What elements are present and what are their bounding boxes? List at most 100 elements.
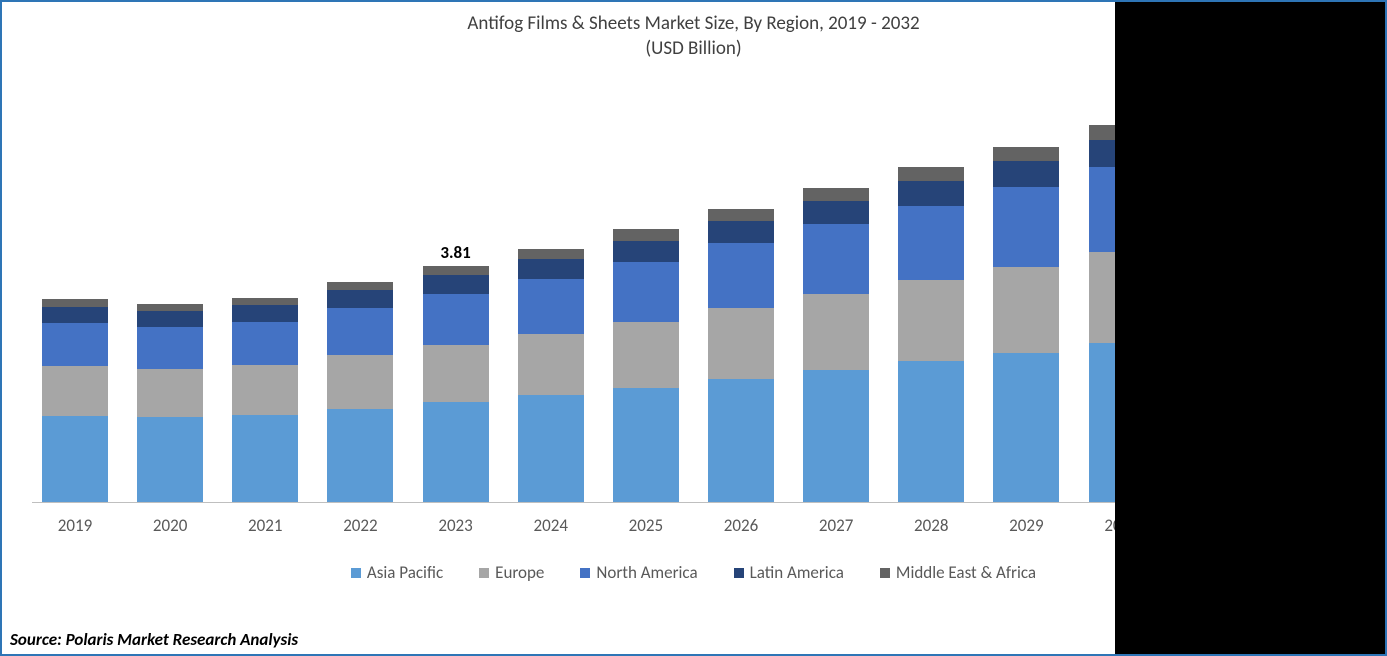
bar-segment [137, 311, 203, 327]
bar-segment [993, 187, 1059, 267]
bar-segment [423, 275, 489, 294]
bar-segment [327, 355, 393, 409]
bar-segment [993, 147, 1059, 161]
bar-segment [232, 322, 298, 366]
legend-item: Latin America [734, 562, 844, 583]
bar-segment [613, 322, 679, 388]
bar-segment [613, 241, 679, 262]
bar-column [42, 299, 108, 503]
bar-stack [327, 282, 393, 503]
legend-item: Asia Pacific [351, 562, 443, 583]
x-tick-label: 2025 [613, 515, 679, 536]
bar-column [803, 188, 869, 503]
bar-segment [42, 323, 108, 367]
bar-segment [708, 221, 774, 243]
bar-segment [898, 206, 964, 281]
bar-segment [232, 305, 298, 321]
bar-segment [898, 181, 964, 206]
bar-stack [993, 147, 1059, 504]
bar-column [232, 298, 298, 504]
legend-item: North America [580, 562, 697, 583]
bar-segment [708, 209, 774, 221]
bar-stack [708, 209, 774, 504]
bar-segment [993, 353, 1059, 504]
x-tick-label: 2020 [137, 515, 203, 536]
bar-segment [42, 416, 108, 503]
bar-segment [708, 243, 774, 308]
x-tick-label: 2026 [708, 515, 774, 536]
x-tick-label: 2019 [42, 515, 108, 536]
legend-item: Middle East & Africa [880, 562, 1036, 583]
bar-stack [42, 299, 108, 503]
bar-stack [137, 304, 203, 503]
bar-stack [613, 229, 679, 503]
bar-stack [803, 188, 869, 503]
bar-column [613, 229, 679, 503]
bar-segment [42, 366, 108, 416]
bar-segment [898, 167, 964, 181]
bar-segment [137, 369, 203, 418]
legend-swatch [580, 568, 590, 578]
x-tick-label: 2022 [327, 515, 393, 536]
bar-segment [42, 307, 108, 323]
bar-segment [327, 308, 393, 355]
legend-label: Latin America [750, 562, 844, 583]
legend-label: Asia Pacific [367, 562, 443, 583]
bar-segment [518, 259, 584, 279]
bar-segment [803, 294, 869, 370]
bar-stack [232, 298, 298, 504]
bar-segment [898, 361, 964, 503]
bar-segment [613, 262, 679, 322]
legend-label: Middle East & Africa [896, 562, 1036, 583]
source-attribution: Source: Polaris Market Research Analysis [10, 629, 298, 650]
bar-column: 3.81 [423, 266, 489, 503]
legend-swatch [880, 568, 890, 578]
x-tick-label: 2027 [803, 515, 869, 536]
bar-segment [232, 415, 298, 503]
bar-segment [993, 267, 1059, 353]
legend-label: Europe [495, 562, 544, 583]
bar-segment [232, 365, 298, 415]
bar-segment [518, 395, 584, 503]
bar-segment [137, 304, 203, 311]
bar-segment [898, 280, 964, 361]
x-tick-label: 2021 [232, 515, 298, 536]
x-tick-label: 2024 [518, 515, 584, 536]
legend-swatch [479, 568, 489, 578]
bar-segment [803, 370, 869, 503]
bar-segment [803, 188, 869, 200]
black-overlay [1115, 2, 1385, 654]
bar-stack [518, 249, 584, 503]
bar-stack [898, 167, 964, 503]
bar-segment [803, 201, 869, 225]
bar-column [327, 282, 393, 503]
bar-segment [708, 308, 774, 379]
bar-segment [518, 249, 584, 259]
bar-segment [423, 402, 489, 503]
legend-swatch [734, 568, 744, 578]
bar-segment [708, 379, 774, 504]
bar-segment [232, 298, 298, 305]
bar-value-label: 3.81 [440, 242, 470, 263]
bar-column [518, 249, 584, 503]
bar-segment [803, 224, 869, 294]
bar-segment [327, 290, 393, 307]
x-tick-label: 2028 [898, 515, 964, 536]
bar-column [708, 209, 774, 504]
bar-segment [613, 229, 679, 240]
bar-segment [327, 409, 393, 504]
bar-segment [137, 327, 203, 369]
bar-segment [423, 294, 489, 345]
bar-segment [518, 279, 584, 334]
bar-segment [423, 345, 489, 402]
bar-segment [42, 299, 108, 306]
x-tick-label: 2029 [993, 515, 1059, 536]
bar-segment [137, 417, 203, 503]
legend-item: Europe [479, 562, 544, 583]
legend-swatch [351, 568, 361, 578]
bar-column [993, 147, 1059, 504]
bar-column [137, 304, 203, 503]
bar-stack: 3.81 [423, 266, 489, 503]
bar-segment [613, 388, 679, 504]
bar-segment [327, 282, 393, 290]
